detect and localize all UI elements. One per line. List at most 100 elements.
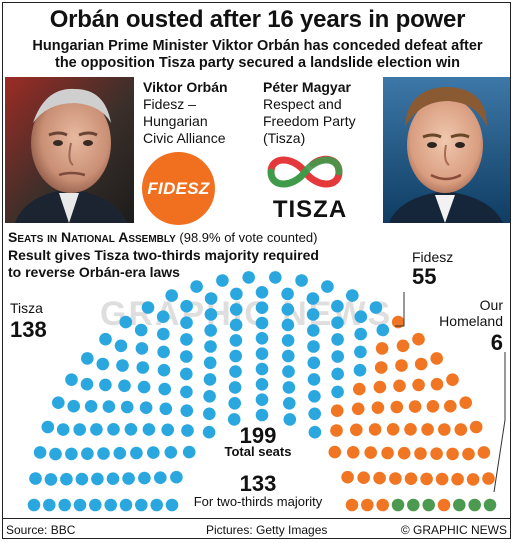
seat-tisza <box>58 498 71 512</box>
candidate-magyar-party-line: Respect and <box>263 96 342 112</box>
majority-number: 133 <box>239 471 277 496</box>
seat-tisza <box>142 423 156 436</box>
graphic-frame <box>2 2 511 539</box>
seat-fidesz <box>454 423 468 436</box>
seat-fidesz <box>437 498 451 512</box>
seat-tisza <box>283 397 296 410</box>
seat-fidesz <box>435 472 449 486</box>
seat-fidesz <box>446 447 459 461</box>
magyar-portrait <box>383 77 510 223</box>
seat-tisza <box>346 289 359 302</box>
seat-tisza <box>331 316 344 330</box>
seat-tisza <box>369 301 383 314</box>
seat-tisza <box>97 447 110 460</box>
seat-tisza <box>307 356 321 370</box>
seat-tisza <box>124 423 138 436</box>
seat-tisza <box>331 299 344 313</box>
seat-our-homeland <box>453 498 466 512</box>
seat-tisza <box>242 271 255 284</box>
seat-tisza <box>65 447 78 461</box>
seat-tisza <box>308 407 322 421</box>
seat-tisza <box>229 349 242 363</box>
seat-fidesz <box>451 472 464 486</box>
seat-tisza <box>354 310 368 324</box>
seat-tisza <box>255 332 269 345</box>
seat-tisza <box>81 352 94 365</box>
seat-tisza <box>307 373 321 386</box>
seat-tisza <box>180 385 193 399</box>
seat-tisza <box>353 363 367 377</box>
seat-fidesz <box>414 447 427 460</box>
seat-fidesz <box>466 473 480 486</box>
total-seats-label: Total seats <box>224 444 292 459</box>
seat-fidesz <box>426 400 440 413</box>
seat-tisza <box>255 408 269 422</box>
homeland-label-line-1: Our <box>479 297 503 313</box>
seat-tisza <box>180 350 193 363</box>
seat-tisza <box>114 339 128 353</box>
candidate-magyar-name: Péter Magyar <box>263 79 351 95</box>
seat-tisza <box>96 357 110 371</box>
seat-tisza <box>99 378 112 392</box>
seat-tisza <box>135 498 148 512</box>
seat-tisza <box>204 292 218 305</box>
seat-tisza <box>73 423 86 436</box>
seat-tisza <box>90 423 103 436</box>
seat-tisza <box>182 445 196 459</box>
seat-tisza <box>154 471 167 485</box>
seat-fidesz <box>430 352 444 365</box>
seat-fidesz <box>469 420 483 434</box>
seat-tisza <box>229 334 243 347</box>
seat-tisza <box>130 446 143 460</box>
seat-tisza <box>134 323 148 337</box>
seat-tisza <box>116 359 129 372</box>
seat-tisza <box>255 362 269 376</box>
seat-fidesz <box>345 498 359 512</box>
seat-tisza <box>99 332 112 346</box>
seat-tisza <box>331 333 344 346</box>
candidate-orban: Viktor Orbán Fidesz – Hungarian Civic Al… <box>143 79 228 147</box>
seat-tisza <box>354 327 368 341</box>
footer-source: Source: BBC <box>6 523 76 537</box>
seat-tisza <box>282 381 296 394</box>
seat-tisza <box>122 472 135 485</box>
seat-fidesz <box>368 423 382 436</box>
seat-tisza <box>139 401 153 415</box>
seat-tisza <box>202 425 216 439</box>
seat-tisza <box>44 473 58 486</box>
seat-tisza <box>204 340 217 353</box>
seat-tisza <box>295 274 308 287</box>
seat-tisza <box>331 367 345 381</box>
seat-our-homeland <box>483 498 497 512</box>
seat-tisza <box>230 287 243 301</box>
seat-fidesz <box>389 472 402 485</box>
seat-fidesz <box>330 404 344 418</box>
seat-tisza <box>255 347 269 361</box>
seat-tisza <box>49 447 62 461</box>
seat-tisza <box>203 390 216 403</box>
seat-tisza <box>229 303 243 316</box>
seat-fidesz <box>361 498 374 512</box>
tisza-seat-count: 138 <box>10 317 47 342</box>
seat-tisza <box>137 380 151 394</box>
seat-tisza <box>229 318 243 332</box>
candidate-orban-party-line: Fidesz – <box>143 96 196 112</box>
seat-tisza <box>73 498 87 512</box>
seat-fidesz <box>328 445 342 459</box>
seat-fidesz <box>459 396 473 410</box>
seat-tisza <box>255 378 269 391</box>
seat-tisza <box>180 333 193 346</box>
seat-fidesz <box>430 377 444 391</box>
seat-tisza <box>119 498 133 512</box>
candidate-magyar-party-line: (Tisza) <box>263 130 306 146</box>
candidate-orban-name: Viktor Orbán <box>143 79 228 95</box>
fidesz-leader-line <box>395 292 405 327</box>
seat-fidesz <box>430 447 443 461</box>
candidate-magyar: Péter Magyar Respect and Freedom Party (… <box>263 79 356 147</box>
seat-tisza <box>308 425 322 439</box>
seat-tisza <box>165 498 179 512</box>
seat-tisza <box>161 423 174 437</box>
total-seats-number: 199 <box>239 423 277 448</box>
seat-fidesz <box>412 332 425 346</box>
